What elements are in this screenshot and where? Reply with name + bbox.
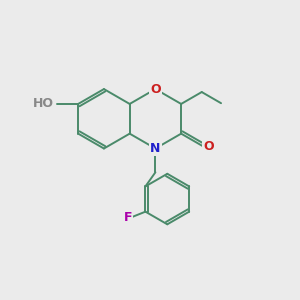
Text: N: N [150,142,161,155]
Text: O: O [203,140,214,153]
Text: F: F [124,211,132,224]
Text: O: O [150,82,161,96]
Text: HO: HO [33,98,54,110]
